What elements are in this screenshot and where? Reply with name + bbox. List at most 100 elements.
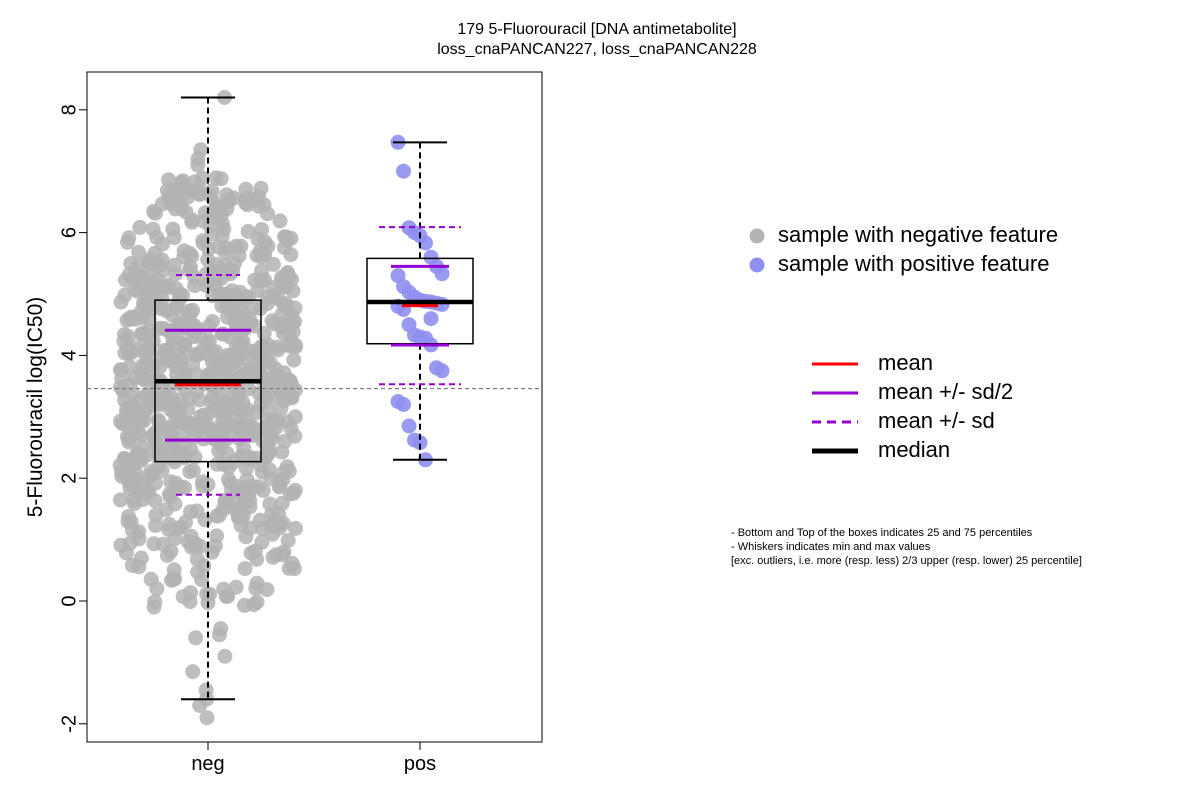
neg-sample-point [119, 429, 135, 445]
neg-sample-point [117, 345, 133, 361]
neg-sample-point [146, 599, 162, 615]
neg-sample-point [164, 307, 180, 323]
neg-sample-point [219, 445, 235, 461]
pos-box-group [366, 141, 474, 461]
neg-sample-point [272, 213, 288, 229]
neg-sample-point [124, 270, 140, 286]
pos-sample-point [423, 311, 439, 327]
neg-sample-point [148, 205, 163, 221]
neg-sample-point [123, 256, 139, 272]
neg-sample-point [275, 316, 291, 332]
pos-sample-point [401, 418, 417, 434]
neg-sample-point [174, 200, 190, 216]
neg-sample-point [199, 710, 215, 726]
neg-sample-point [222, 498, 238, 514]
neg-sample-point [132, 428, 148, 444]
neg-sample-point [185, 302, 201, 318]
y-axis: -2 0 2 4 6 8 [58, 104, 88, 733]
line-legend: mean mean +/- sd/2 mean +/- sd median [812, 350, 1013, 462]
neg-sample-point [283, 377, 299, 392]
neg-sample-point [248, 344, 263, 360]
neg-sample-point [189, 347, 205, 363]
neg-sample-point [240, 224, 256, 239]
neg-sample-point [125, 492, 141, 508]
neg-sample-point [259, 582, 275, 598]
neg-sample-point [238, 181, 254, 197]
neg-sample-point [122, 481, 138, 497]
neg-sample-point [221, 471, 236, 487]
neg-sample-point [155, 349, 171, 365]
neg-sample-point [197, 512, 213, 528]
neg-sample-point [184, 212, 200, 228]
neg-sample-point [253, 272, 269, 288]
neg-sample-point [149, 294, 165, 309]
sample-points [112, 90, 450, 726]
neg-sample-point [251, 479, 266, 495]
neg-sample-point [279, 266, 295, 282]
chart-title: 179 5-Fluorouracil [DNA antimetabolite] [457, 21, 736, 38]
note-line: - Bottom and Top of the boxes indicates … [731, 527, 1033, 539]
neg-sample-point [164, 572, 179, 588]
neg-sample-point [183, 585, 198, 601]
neg-sample-point [183, 504, 198, 520]
neg-sample-point [182, 245, 198, 261]
neg-sample-point [130, 393, 146, 409]
neg-sample-point [211, 508, 227, 524]
neg-sample-point [279, 337, 295, 353]
note-line: [exc. outliers, i.e. more (resp. less) 2… [731, 555, 1082, 567]
neg-sample-point [213, 171, 229, 187]
neg-sample-point [286, 352, 302, 368]
neg-box-group [154, 96, 262, 701]
neg-sample-point [288, 520, 303, 536]
neg-sample-point [243, 360, 259, 376]
neg-sample-point [121, 230, 137, 246]
neg-sample-point [208, 256, 224, 272]
neg-sample-point [214, 228, 230, 244]
neg-sample-point [163, 438, 179, 454]
neg-sample-point [113, 294, 129, 310]
neg-sample-point [185, 664, 201, 680]
y-tick-label: 0 [58, 595, 80, 606]
neg-sample-point [220, 588, 236, 604]
neg-sample-point [144, 466, 160, 482]
y-tick-label: 6 [58, 227, 80, 238]
neg-sample-point [127, 454, 143, 470]
neg-sample-point [171, 520, 187, 536]
neg-sample-point [130, 283, 146, 299]
neg-sample-point [223, 303, 239, 319]
neg-sample-point [201, 347, 216, 362]
legend-point-swatch [749, 257, 765, 273]
pos-sample-point [412, 435, 428, 451]
y-axis-label: 5-Fluorouracil log(IC50) [24, 297, 47, 518]
neg-sample-point [235, 403, 251, 419]
neg-sample-point [278, 279, 294, 295]
neg-sample-point [226, 418, 242, 434]
neg-sample-point [237, 561, 253, 577]
neg-sample-point [188, 366, 204, 382]
neg-sample-point [142, 370, 158, 385]
legend-line-label: mean [878, 350, 933, 375]
neg-sample-point [185, 463, 201, 478]
neg-sample-point [131, 244, 147, 260]
neg-sample-point [198, 278, 214, 294]
neg-sample-point [216, 398, 232, 414]
y-tick-label: -2 [58, 715, 80, 733]
legend-point-label: sample with negative feature [778, 222, 1058, 247]
pos-sample-point [396, 163, 411, 179]
neg-sample-point [285, 324, 301, 340]
neg-sample-point [272, 382, 288, 398]
neg-sample-point [132, 219, 148, 235]
neg-sample-point [173, 415, 188, 431]
neg-sample-point [114, 370, 130, 386]
neg-sample-point [204, 183, 220, 199]
neg-sample-point [124, 522, 140, 538]
x-tick-label-neg: neg [191, 753, 224, 775]
neg-sample-point [113, 492, 128, 508]
neg-sample-point [159, 548, 175, 563]
neg-sample-point [252, 457, 268, 473]
neg-sample-point [149, 581, 165, 597]
neg-sample-point [118, 417, 134, 433]
neg-sample-point [272, 473, 288, 489]
neg-sample-point [282, 486, 298, 502]
neg-sample-point [133, 550, 149, 566]
